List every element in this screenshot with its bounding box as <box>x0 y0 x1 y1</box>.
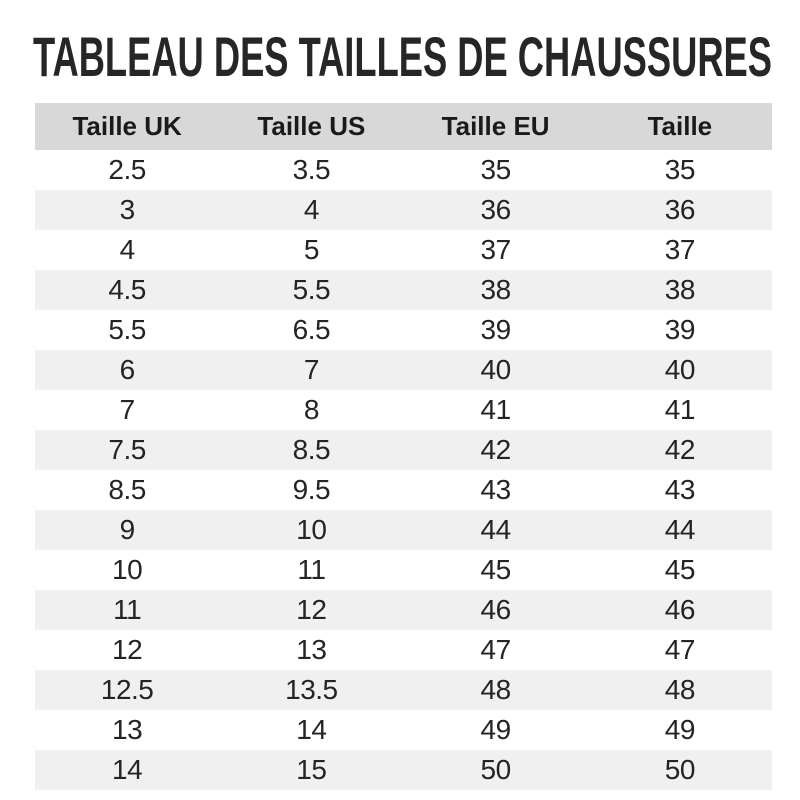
header-cell: Taille UK <box>35 103 220 150</box>
table-row: 6 7 40 40 <box>35 350 772 390</box>
size-cell: 13 <box>296 634 327 665</box>
size-cell: 49 <box>480 714 512 745</box>
header-cell: Taille US <box>219 103 404 150</box>
table-row: 14 15 50 50 <box>35 750 772 790</box>
size-cell: 7 <box>219 350 404 390</box>
size-cell: 45 <box>664 554 696 585</box>
size-cell: 10 <box>219 510 404 550</box>
size-cell: 45 <box>480 554 512 585</box>
size-cell: 47 <box>480 634 512 665</box>
size-cell: 9.5 <box>292 474 331 505</box>
size-cell: 37 <box>480 234 512 265</box>
size-cell: 12.5 <box>35 670 220 710</box>
size-cell: 44 <box>587 510 772 550</box>
table-row: 7.5 8.5 42 42 <box>35 430 772 470</box>
table-header: Taille UK Taille US Taille EU Taille <box>35 103 772 150</box>
size-cell: 39 <box>664 314 696 345</box>
table-row: 2.5 3.5 35 35 <box>35 150 772 190</box>
table-row: 8.5 9.5 43 43 <box>35 470 772 510</box>
size-cell: 37 <box>664 234 696 265</box>
size-cell: 41 <box>480 394 512 425</box>
size-cell: 36 <box>403 190 588 230</box>
table-row: 10 11 45 45 <box>35 550 772 590</box>
table-row: 7 8 41 41 <box>35 390 772 430</box>
page-title: TABLEAU DES TAILLES DE CHAUSSURES <box>33 26 772 88</box>
size-cell: 5.5 <box>108 314 146 345</box>
table-row: 4.5 5.5 38 38 <box>35 270 772 310</box>
header-row: Taille UK Taille US Taille EU Taille <box>35 103 772 150</box>
size-cell: 38 <box>587 270 772 310</box>
size-cell: 8.5 <box>108 474 146 505</box>
table-row: 11 12 46 46 <box>35 590 772 630</box>
size-cell: 50 <box>403 750 588 790</box>
size-cell: 43 <box>480 474 512 505</box>
size-cell: 44 <box>403 510 588 550</box>
size-cell: 11 <box>297 554 326 585</box>
size-cell: 50 <box>587 750 772 790</box>
size-cell: 14 <box>296 714 327 745</box>
table-row: 5.5 6.5 39 39 <box>35 310 772 350</box>
header-cell: Taille EU <box>403 103 588 150</box>
size-cell: 36 <box>587 190 772 230</box>
size-cell: 4.5 <box>35 270 220 310</box>
size-cell: 2.5 <box>108 154 146 185</box>
size-cell: 8 <box>303 394 320 425</box>
size-conversion-table: Taille UK Taille US Taille EU Taille 2.5 3.5… <box>35 103 772 790</box>
table-row: 12.5 13.5 48 48 <box>35 670 772 710</box>
size-cell: 10 <box>112 554 143 585</box>
size-cell: 35 <box>480 154 512 185</box>
size-cell: 13.5 <box>219 670 404 710</box>
size-cell: 39 <box>480 314 512 345</box>
size-cell: 9 <box>35 510 220 550</box>
size-cell: 4 <box>119 234 136 265</box>
size-cell: 4 <box>219 190 404 230</box>
table-row: 3 4 36 36 <box>35 190 772 230</box>
size-cell: 49 <box>664 714 696 745</box>
size-cell: 40 <box>403 350 588 390</box>
header-cell: Taille <box>587 103 772 150</box>
table-body: 2.5 3.5 35 35 3 4 36 36 4 5 37 37 4.5 5.5 38 38 5.5 6.5 39… <box>35 150 772 790</box>
size-cell: 47 <box>664 634 696 665</box>
size-cell: 42 <box>403 430 588 470</box>
table-row: 9 10 44 44 <box>35 510 772 550</box>
size-cell: 7 <box>119 394 136 425</box>
size-cell: 35 <box>664 154 696 185</box>
size-cell: 46 <box>403 590 588 630</box>
size-cell: 6.5 <box>292 314 331 345</box>
size-cell: 12 <box>112 634 143 665</box>
size-cell: 38 <box>403 270 588 310</box>
size-cell: 6 <box>35 350 220 390</box>
page-title-text: TABLEAU DES TAILLES DE CHAUSSURES <box>33 26 772 88</box>
size-cell: 14 <box>35 750 220 790</box>
size-cell: 13 <box>112 714 143 745</box>
size-cell: 41 <box>664 394 696 425</box>
size-cell: 40 <box>587 350 772 390</box>
size-cell: 7.5 <box>35 430 220 470</box>
size-cell: 3 <box>35 190 220 230</box>
size-cell: 46 <box>587 590 772 630</box>
size-cell: 15 <box>219 750 404 790</box>
size-cell: 5.5 <box>219 270 404 310</box>
size-cell: 42 <box>587 430 772 470</box>
size-cell: 3.5 <box>292 154 331 185</box>
size-cell: 5 <box>303 234 320 265</box>
size-cell: 8.5 <box>219 430 404 470</box>
size-cell: 48 <box>403 670 588 710</box>
table-row: 13 14 49 49 <box>35 710 772 750</box>
size-cell: 12 <box>219 590 404 630</box>
size-cell: 11 <box>35 590 220 630</box>
table-row: 4 5 37 37 <box>35 230 772 270</box>
table-row: 12 13 47 47 <box>35 630 772 670</box>
size-cell: 43 <box>664 474 696 505</box>
size-cell: 48 <box>587 670 772 710</box>
